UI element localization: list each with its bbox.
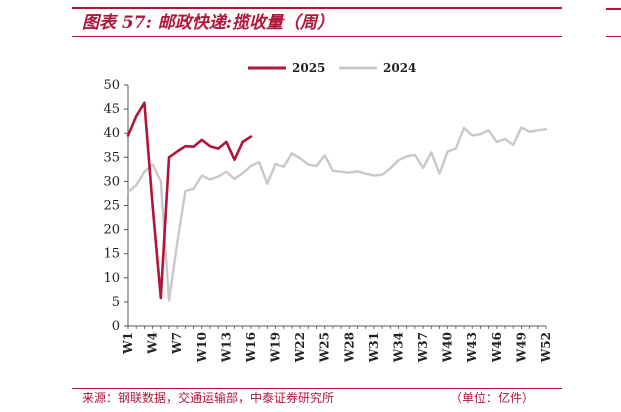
y-tick-label: 45 [103,102,120,117]
x-tick-label: W19 [269,332,283,363]
series-lines [126,101,548,302]
title-bottom-rule [72,36,562,37]
x-tick-label: W31 [367,332,381,363]
x-tick-label: W7 [170,332,184,355]
x-tick-label: W25 [318,332,332,363]
x-tick-label: W46 [490,332,504,363]
footer-rule [72,388,562,389]
source-note: 来源：钢联数据，交通运输部，中泰证券研究所 [82,391,335,405]
x-tick-label: W28 [342,332,356,363]
x-tick-label: W13 [219,332,233,363]
series-line-2025 [126,101,253,300]
y-tick-label: 10 [103,271,120,286]
legend-label-2024: 2024 [383,61,416,75]
x-tick-label: W37 [416,332,430,363]
x-tick-label: W52 [539,332,553,363]
y-tick-label: 15 [103,247,120,262]
x-axis-ticks: W1 W4 W7 W10 W13 W16 W19 W22 W25 W28 W31 W34 W37 W40 W… [121,326,553,363]
y-tick-label: 50 [103,78,120,93]
y-tick-label: 0 [112,319,120,334]
y-axis-ticks: 0 5 10 15 20 25 30 35 40 45 50 [103,78,128,334]
adjacent-panel-rule [606,36,621,37]
legend-label-2025: 2025 [292,61,325,75]
x-tick-label: W34 [391,332,405,363]
x-tick-label: W40 [441,332,455,363]
y-tick-label: 5 [112,295,120,310]
series-line-2024 [126,126,548,302]
y-tick-label: 25 [103,199,120,214]
title-top-rule [72,7,562,9]
y-tick-label: 30 [103,174,120,189]
x-tick-label: W10 [195,332,209,363]
chart-title: 图表 57: 邮政快递:揽收量（周） [82,13,335,33]
x-tick-label: W4 [146,332,160,355]
x-tick-label: W49 [514,332,528,363]
x-tick-label: W43 [465,332,479,363]
x-tick-label: W1 [121,332,135,355]
adjacent-panel-top-rule [606,8,621,10]
chart-legend: 2025 2024 [248,61,416,75]
unit-note: （单位：亿件） [450,391,535,405]
x-tick-label: W22 [293,332,307,363]
y-tick-label: 20 [103,223,120,238]
y-tick-label: 40 [103,126,120,141]
chart-axes [127,85,546,327]
y-tick-label: 35 [103,150,120,165]
x-tick-label: W16 [244,332,258,363]
